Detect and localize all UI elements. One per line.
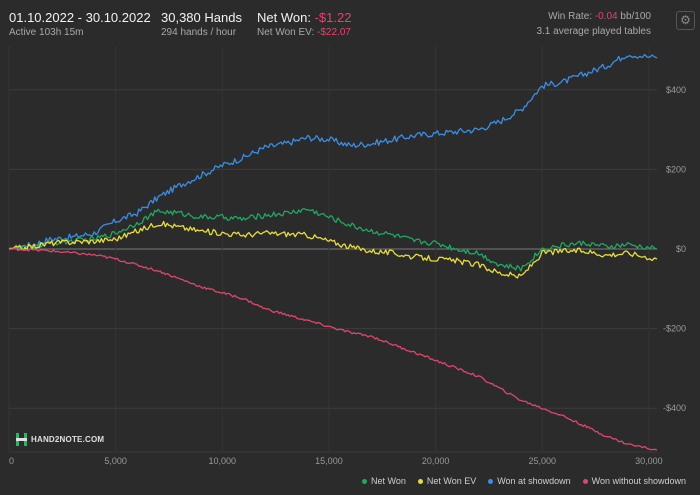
gear-icon[interactable]: ⚙ <box>676 11 695 30</box>
legend-label: Net Won <box>371 476 406 486</box>
net-won-label: Net Won: <box>257 10 315 25</box>
net-won: Net Won: -$1.22 <box>257 10 351 25</box>
net-won-ev: Net Won EV: -$22.07 <box>257 27 351 38</box>
x-tick-label: 10,000 <box>209 456 237 466</box>
legend-dot-icon <box>488 478 494 484</box>
logo-mark <box>16 433 27 446</box>
y-tick-label: $200 <box>666 164 686 174</box>
win-rate-label: Win Rate: <box>548 11 595 22</box>
hands-count: 30,380 Hands <box>161 10 242 25</box>
chart-series <box>8 53 658 451</box>
date-range: 01.10.2022 - 30.10.2022 <box>9 10 151 25</box>
series-line-won-at-showdown <box>8 53 658 251</box>
x-tick-label: 25,000 <box>528 456 556 466</box>
legend-item[interactable]: Net Won <box>362 476 406 486</box>
stats-header: 01.10.2022 - 30.10.2022 Active 103h 15m … <box>0 0 700 44</box>
legend-item[interactable]: Won at showdown <box>488 476 571 486</box>
logo-text: HAND2NOTE.COM <box>31 435 105 444</box>
series-line-net-won <box>8 208 658 272</box>
x-tick-label: 30,000 <box>635 456 663 466</box>
x-tick-label: 15,000 <box>315 456 343 466</box>
win-rate-value: -0.04 <box>594 11 618 22</box>
net-won-ev-value: -$22.07 <box>317 27 351 38</box>
x-tick-label: 0 <box>9 456 14 466</box>
x-tick-label: 20,000 <box>422 456 450 466</box>
legend-label: Net Won EV <box>426 476 477 486</box>
x-axis: 0 5,000 10,000 15,000 20,000 25,000 30,000 <box>9 456 663 466</box>
net-won-ev-label: Net Won EV: <box>257 27 318 38</box>
y-tick-label: $400 <box>666 85 686 95</box>
y-axis: $400 $200 $0 -$200 -$400 <box>663 85 686 413</box>
legend-item[interactable]: Won without showdown <box>582 476 686 486</box>
hands-per-hour: 294 hands / hour <box>161 27 237 38</box>
legend-label: Won without showdown <box>591 476 686 486</box>
legend-label: Won at showdown <box>497 476 571 486</box>
y-tick-label: $0 <box>676 244 686 254</box>
win-rate: Win Rate: -0.04 bb/100 <box>548 11 651 22</box>
y-tick-label: -$200 <box>663 324 686 334</box>
win-rate-unit: bb/100 <box>617 11 651 22</box>
series-line-won-without-showdown <box>8 247 658 451</box>
active-time: Active 103h 15m <box>9 27 84 38</box>
hand2note-logo: HAND2NOTE.COM <box>16 433 104 446</box>
legend-item[interactable]: Net Won EV <box>417 476 477 486</box>
series-line-net-won-ev <box>8 220 658 279</box>
y-tick-label: -$400 <box>663 403 686 413</box>
average-tables: 3.1 average played tables <box>536 26 651 37</box>
legend-dot-icon <box>582 478 588 484</box>
x-tick-label: 5,000 <box>104 456 127 466</box>
chart-legend: Net Won Net Won EV Won at showdown Won with… <box>362 476 686 486</box>
legend-dot-icon <box>362 478 367 484</box>
net-won-value: -$1.22 <box>314 10 352 25</box>
legend-dot-icon <box>417 478 423 484</box>
